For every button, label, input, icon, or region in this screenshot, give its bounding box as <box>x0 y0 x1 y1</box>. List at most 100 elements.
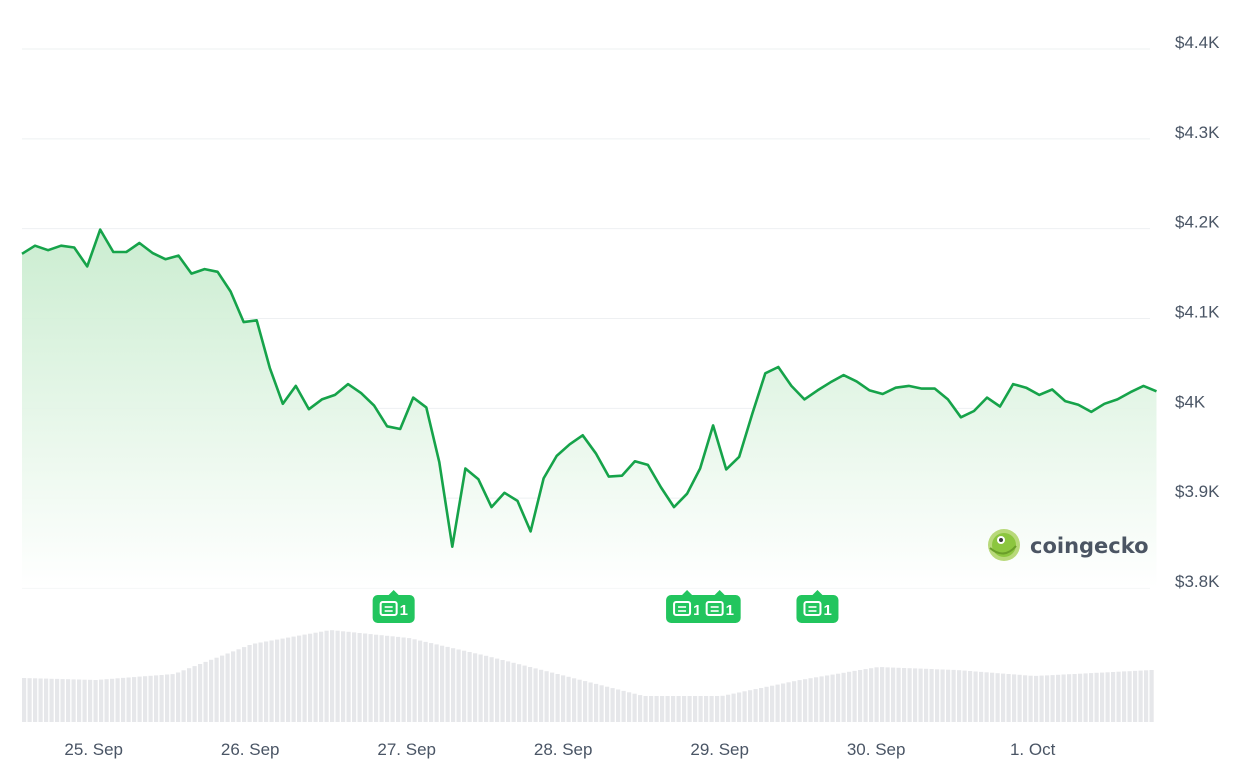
news-badge <box>698 595 741 623</box>
volume-bar <box>808 678 813 722</box>
volume-bar <box>88 679 93 722</box>
volume-bar <box>181 670 186 722</box>
volume-bar <box>748 690 753 722</box>
news-badge-pointer <box>812 590 823 595</box>
volume-bar <box>676 696 681 722</box>
volume-bar <box>456 649 461 722</box>
volume-bar <box>1144 670 1149 722</box>
volume-bar <box>896 667 901 722</box>
volume-bar <box>863 669 868 722</box>
volume-bar <box>913 668 918 722</box>
volume-bar <box>973 671 978 722</box>
volume-bar <box>77 679 82 722</box>
newspaper-icon <box>379 601 398 616</box>
price-area <box>22 229 1157 588</box>
volume-bar <box>638 695 643 722</box>
volume-bar <box>38 678 43 722</box>
volume-bar <box>682 696 687 722</box>
volume-bar <box>830 674 835 722</box>
y-tick-label: $4.2K <box>1175 213 1220 232</box>
volume-bar <box>280 638 285 722</box>
volume-bar <box>176 672 181 722</box>
volume-bar <box>1067 674 1072 722</box>
volume-bar <box>286 637 291 722</box>
volume-bar <box>341 631 346 722</box>
news-marker[interactable]: 1 <box>698 590 741 623</box>
volume-bar <box>478 654 483 722</box>
volume-bar <box>22 678 27 722</box>
news-marker[interactable]: 1 <box>666 590 709 623</box>
volume-bar <box>649 696 654 722</box>
volume-bar <box>869 668 874 722</box>
volume-bar <box>1116 671 1121 722</box>
volume-bar <box>291 636 296 722</box>
volume-bar <box>165 674 170 722</box>
volume-bar <box>27 678 32 722</box>
volume-bar <box>792 681 797 722</box>
volume-bar <box>1017 674 1022 722</box>
volume-bar <box>1100 672 1105 722</box>
volume-bar <box>1149 670 1154 722</box>
volume-bar <box>209 659 214 722</box>
coingecko-watermark: coingecko <box>988 529 1149 561</box>
volume-bar <box>1094 672 1099 722</box>
volume-bar <box>902 668 907 722</box>
volume-bar <box>984 672 989 722</box>
volume-bar <box>517 664 522 722</box>
news-markers: 1 1 1 1 <box>372 590 839 623</box>
news-count: 1 <box>400 602 408 619</box>
volume-bar <box>814 677 819 722</box>
volume-bar <box>566 676 571 722</box>
volume-bar <box>528 667 533 722</box>
news-count: 1 <box>726 602 734 619</box>
volume-bar <box>726 694 731 722</box>
y-tick-label: $3.9K <box>1175 482 1220 501</box>
volume-bar <box>203 661 208 722</box>
news-marker[interactable]: 1 <box>796 590 839 623</box>
volume-bar <box>1072 674 1077 722</box>
volume-bar <box>874 667 879 722</box>
volume-bar <box>1122 671 1127 722</box>
volume-bar <box>731 693 736 722</box>
volume-bar <box>214 657 219 722</box>
volume-bar <box>704 696 709 722</box>
volume-bar <box>616 689 621 722</box>
volume-bar <box>946 669 951 722</box>
volume-bar <box>104 679 109 722</box>
volume-bar <box>572 678 577 722</box>
volume-bar <box>451 648 456 722</box>
volume-bar <box>759 688 764 722</box>
volume-bar <box>1111 672 1116 722</box>
volume-bar <box>753 689 758 722</box>
volume-bar <box>621 690 626 722</box>
volume-bar <box>577 679 582 722</box>
volume-bar <box>374 634 379 722</box>
volume-bar <box>462 650 467 722</box>
news-marker[interactable]: 1 <box>372 590 415 623</box>
volume-bar <box>1127 671 1132 722</box>
volume-bar <box>440 645 445 722</box>
volume-bar <box>44 678 49 722</box>
volume-bar <box>148 675 153 722</box>
volume-bar <box>418 640 423 722</box>
volume-bar <box>126 677 131 722</box>
x-tick-label: 29. Sep <box>690 740 749 759</box>
volume-bar <box>198 664 203 722</box>
volume-bar <box>159 675 164 722</box>
volume-bar <box>1012 674 1017 722</box>
volume-bar <box>132 677 137 722</box>
volume-bar <box>1023 675 1028 722</box>
x-axis: 25. Sep 26. Sep 27. Sep 28. Sep 29. Sep 30. S… <box>64 740 1055 759</box>
volume-bar <box>841 672 846 722</box>
volume-bar <box>473 653 478 722</box>
volume-bar <box>687 696 692 722</box>
volume-bar <box>143 676 148 722</box>
volume-bars <box>22 630 1154 722</box>
volume-bar <box>1083 673 1088 722</box>
news-badge-pointer <box>388 590 399 595</box>
volume-bar <box>308 633 313 722</box>
volume-bar <box>258 642 263 722</box>
volume-bar <box>880 667 885 722</box>
volume-bar <box>918 668 923 722</box>
volume-bar <box>990 672 995 722</box>
